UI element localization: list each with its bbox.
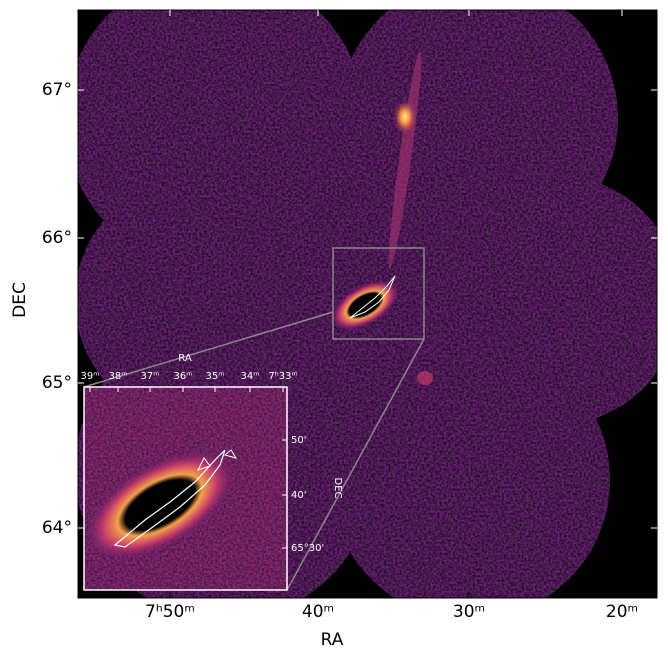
inset-y-label: DEC xyxy=(332,477,343,498)
y-tick-label: 65° xyxy=(42,373,72,393)
inset-galaxy xyxy=(83,449,237,561)
sky-image xyxy=(78,10,657,598)
axes-frame xyxy=(77,9,658,599)
inset-y-tick-label: 50' xyxy=(291,435,306,446)
inset: RA DEC xyxy=(83,353,343,591)
source xyxy=(417,371,433,385)
x-tick-label: 40ᵐ xyxy=(302,602,334,622)
x-label: RA xyxy=(321,630,344,650)
y-tick-label: 67° xyxy=(42,80,72,100)
connector xyxy=(83,311,334,388)
connector xyxy=(286,338,425,591)
inset-x-tick-label: 37ᵐ xyxy=(141,371,160,382)
y-tick-label: 64° xyxy=(42,518,72,538)
inset-y-tick-label: 65°30' xyxy=(291,543,324,554)
x-tick-label: 30ᵐ xyxy=(453,602,485,622)
inset-x-tick-label: 36ᵐ xyxy=(174,371,193,382)
inset-contour xyxy=(197,449,238,471)
contour xyxy=(349,275,396,319)
x-tick-label: 7ʰ50ᵐ xyxy=(145,602,195,622)
y-tick-label: 66° xyxy=(42,228,72,248)
inset-x-tick-label: 38ᵐ xyxy=(109,371,128,382)
bright-source xyxy=(393,99,417,135)
inset-x-tick-label: 34ᵐ xyxy=(241,371,260,382)
zoom-box xyxy=(332,247,425,340)
inset-x-tick-label: 35ᵐ xyxy=(206,371,225,382)
inset-y-tick-label: 40' xyxy=(291,490,306,501)
inset-x-tick-label: 39ᵐ xyxy=(81,371,100,382)
inset-contour xyxy=(113,449,226,548)
galaxy xyxy=(330,279,400,331)
y-label: DEC xyxy=(10,282,30,318)
inset-frame xyxy=(83,386,288,591)
x-tick-label: 20ᵐ xyxy=(606,602,638,622)
inset-x-label: RA xyxy=(178,353,192,364)
inset-x-tick-label: 7ʰ33ᵐ xyxy=(268,371,297,382)
